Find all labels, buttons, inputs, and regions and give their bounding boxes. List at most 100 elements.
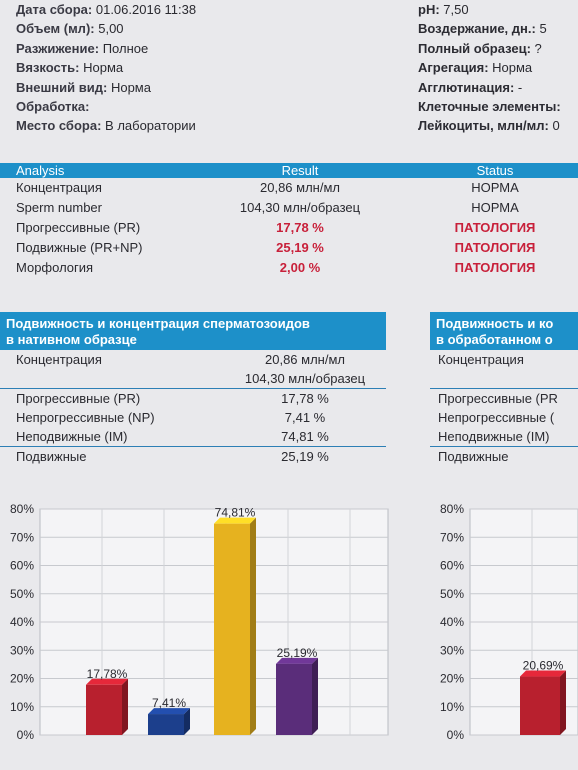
- y-tick-label: 70%: [440, 530, 464, 544]
- processed-title-line1: Подвижность и ко: [436, 316, 554, 331]
- processed-row-name: Непрогрессивные (: [438, 410, 555, 425]
- native-motility-table: Подвижность и концентрация сперматозоидо…: [0, 312, 386, 466]
- colon: :: [85, 99, 90, 115]
- bar: [214, 523, 250, 735]
- info-left-value: Норма: [83, 60, 124, 76]
- y-tick-label: 10%: [440, 700, 464, 714]
- bar-side: [250, 517, 256, 735]
- info-right-value: -: [517, 79, 523, 95]
- y-tick-label: 70%: [10, 530, 34, 544]
- y-tick-label: 50%: [10, 587, 34, 601]
- native-row-name: Неподвижные (IM): [16, 429, 128, 444]
- bar-top: [214, 517, 256, 524]
- info-left-key: Дата сбора: [16, 2, 88, 17]
- y-tick-label: 50%: [440, 587, 464, 601]
- bar-top: [520, 670, 566, 677]
- bar-side: [122, 678, 128, 735]
- colon: :: [90, 21, 99, 37]
- native-title-line1: Подвижность и концентрация сперматозоидо…: [6, 316, 310, 331]
- processed-row-name: Подвижные: [438, 449, 509, 464]
- info-right-row: Воздержание, дн.: 5: [418, 19, 561, 38]
- analysis-name: Прогрессивные (PR): [16, 220, 141, 235]
- y-tick-label: 0%: [447, 728, 465, 742]
- colon: :: [87, 2, 96, 17]
- info-left-key: Место сбора: [16, 118, 98, 134]
- collection-info: Дата сбора: 01.06.2016 11:38 Объем (мл): …: [16, 0, 196, 136]
- native-row-value: 74,81 %: [281, 429, 329, 444]
- processed-row: Прогрессивные (PR: [430, 388, 578, 408]
- analysis-row: Концентрация 20,86 млн/мл НОРМА: [0, 178, 578, 198]
- processed-row-name: Концентрация: [438, 352, 524, 367]
- native-row-name: Прогрессивные (PR): [16, 391, 141, 406]
- native-motility-chart: 0% 10% 20% 30% 40% 50% 60% 70% 80% 17,78% 7,41% 74,…: [0, 495, 390, 770]
- bar: [86, 684, 122, 735]
- bar-value-label: 25,19%: [277, 646, 318, 660]
- info-right-value: ?: [534, 40, 542, 56]
- info-left-value: Норма: [110, 79, 151, 95]
- info-left-row: Обработка:: [16, 97, 196, 116]
- info-right-key: Воздержание, дн.: [418, 21, 532, 37]
- info-left-value: 01.06.2016 11:38: [95, 2, 197, 17]
- bar-side: [560, 670, 566, 735]
- y-tick-label: 0%: [17, 728, 35, 742]
- info-right-value: 0: [552, 118, 560, 134]
- processed-row: [430, 369, 578, 388]
- native-row-value: 25,19 %: [281, 449, 329, 464]
- analysis-result: 17,78 %: [276, 220, 324, 235]
- native-row-name: Непрогрессивные (NP): [16, 410, 155, 425]
- result-header: Result: [281, 163, 319, 178]
- info-left-row: Дата сбора: 01.06.2016 11:38: [16, 0, 196, 19]
- analysis-name: Sperm number: [16, 200, 102, 215]
- analysis-result: 2,00 %: [279, 260, 321, 275]
- info-left-key: Разжижение: [16, 40, 95, 56]
- native-row: Непрогрессивные (NP) 7,41 %: [0, 408, 386, 427]
- info-left-row: Внешний вид: Норма: [16, 78, 196, 97]
- native-row-value: 17,78 %: [281, 391, 329, 406]
- info-left-key: Объем (мл): [16, 21, 91, 37]
- analysis-row: Морфология 2,00 % ПАТОЛОГИЯ: [0, 258, 578, 278]
- info-left-value: В лаборатории: [105, 118, 196, 134]
- processed-motility-chart: 0% 10% 20% 30% 40% 50% 60% 70% 80% 20,69%: [420, 495, 578, 770]
- analysis-table-header: Analysis Result Status: [0, 163, 578, 178]
- y-tick-label: 20%: [440, 672, 464, 686]
- colon: :: [75, 60, 84, 76]
- info-left-row: Разжижение: Полное: [16, 39, 196, 58]
- info-right-row: Клеточные элементы:: [418, 97, 561, 116]
- processed-motility-table: Подвижность и ко в обработанном о Концен…: [430, 312, 578, 466]
- analysis-status: ПАТОЛОГИЯ: [454, 260, 536, 275]
- analysis-table: Analysis Result Status Концентрация 20,86…: [0, 163, 578, 278]
- info-left-row: Место сбора: В лаборатории: [16, 116, 196, 135]
- colon: :: [556, 99, 561, 115]
- analysis-status: НОРМА: [471, 180, 519, 195]
- processed-row: Концентрация: [430, 350, 578, 369]
- y-tick-label: 60%: [10, 559, 34, 573]
- analysis-name: Морфология: [16, 260, 94, 275]
- analysis-name: Концентрация: [16, 180, 102, 195]
- analysis-row: Подвижные (PR+NP) 25,19 % ПАТОЛОГИЯ: [0, 238, 578, 258]
- y-tick-label: 20%: [10, 672, 34, 686]
- processed-row: Непрогрессивные (: [430, 408, 578, 427]
- sample-info: pH: 7,50 Воздержание, дн.: 5 Полный образе…: [418, 0, 561, 136]
- y-tick-label: 40%: [440, 615, 464, 629]
- y-tick-label: 30%: [10, 643, 34, 657]
- processed-row: Неподвижные (IM): [430, 427, 578, 446]
- analysis-result: 25,19 %: [276, 240, 324, 255]
- native-row-name: Концентрация: [16, 352, 102, 367]
- y-tick-label: 80%: [440, 502, 464, 516]
- analysis-row: Прогрессивные (PR) 17,78 % ПАТОЛОГИЯ: [0, 218, 578, 238]
- info-right-key: Агглютинация: [418, 79, 510, 95]
- native-motility-title: Подвижность и концентрация сперматозоидо…: [0, 312, 386, 350]
- colon: :: [103, 79, 111, 95]
- info-right-row: Агрегация: Норма: [418, 58, 561, 77]
- colon: :: [526, 40, 535, 56]
- native-row-value: 20,86 млн/мл: [265, 352, 345, 367]
- colon: :: [531, 21, 540, 37]
- native-title-line2: в нативном образце: [6, 332, 137, 347]
- y-tick-label: 30%: [440, 643, 464, 657]
- bar-value-label: 7,41%: [152, 696, 186, 710]
- native-row: Неподвижные (IM) 74,81 %: [0, 427, 386, 446]
- info-left-key: Обработка: [16, 99, 86, 115]
- colon: :: [484, 60, 493, 76]
- analysis-status: ПАТОЛОГИЯ: [454, 220, 536, 235]
- native-row-value: 7,41 %: [284, 410, 326, 425]
